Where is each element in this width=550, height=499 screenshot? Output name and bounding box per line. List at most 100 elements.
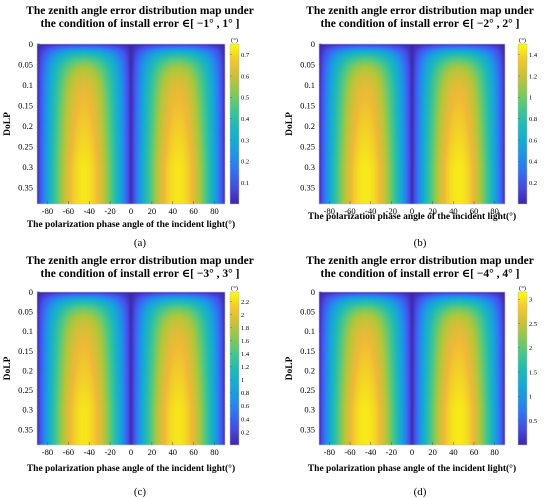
x-tick-label: -40	[365, 206, 376, 216]
heatmap-panel-d: The zenith angle error distribution map …	[285, 255, 537, 498]
x-tick-label: 20	[428, 206, 437, 216]
heatmap-plot-area	[37, 44, 225, 204]
x-tick-label: -20	[386, 206, 397, 216]
y-tick-label: 0.35	[300, 424, 315, 434]
y-tick-label: 0.3	[22, 162, 33, 172]
x-tick-label: 0	[410, 447, 414, 457]
colorbar	[517, 43, 528, 205]
x-tick-label: 60	[189, 206, 198, 216]
y-axis-label: DoLP	[3, 356, 13, 380]
chart-title-line-2: the condition of install error ∈[ −1° , …	[41, 18, 240, 30]
y-tick-label: 0	[29, 39, 33, 49]
x-tick-label: -40	[84, 206, 95, 216]
x-tick-label: 40	[169, 206, 178, 216]
x-tick-label: -60	[63, 447, 74, 457]
y-axis-label: DoLP	[285, 356, 295, 380]
y-tick-label: 0	[29, 287, 33, 297]
y-tick-label: 0.25	[300, 385, 315, 395]
colorbar-tick-label: 1	[529, 394, 532, 401]
heatmap-plot-area	[37, 292, 225, 445]
colorbar-tick-label: 1	[529, 95, 532, 102]
colorbar-tick-label: 1.2	[241, 364, 249, 371]
colorbar-unit: (°)	[519, 37, 526, 44]
colorbar	[517, 291, 528, 446]
y-tick-label: 0.05	[18, 60, 33, 70]
heatmap-panel-b: The zenith angle error distribution map …	[285, 5, 538, 249]
x-tick-label: 80	[490, 447, 499, 457]
colorbar-tick-label: 2	[241, 312, 244, 319]
x-tick-label: -40	[84, 447, 95, 457]
x-tick-label: 0	[129, 447, 133, 457]
x-tick-label: -20	[386, 447, 397, 457]
y-axis-label: DoLP	[3, 112, 13, 136]
y-tick-label: 0.15	[300, 346, 315, 356]
y-tick-label: 0.2	[304, 365, 315, 375]
chart-title-line-1: The zenith angle error distribution map …	[26, 255, 254, 267]
x-tick-label: 20	[428, 447, 437, 457]
colorbar-tick-label: 1.4	[529, 52, 538, 59]
colorbar-tick-label: 1.6	[241, 338, 250, 345]
y-tick-label: 0.3	[22, 405, 33, 415]
x-tick-label: -20	[104, 206, 115, 216]
colorbar-tick-label: 0.6	[529, 137, 538, 144]
x-tick-label: 40	[449, 206, 458, 216]
colorbar-tick-label: 1	[241, 377, 244, 384]
colorbar-tick-label: 0.8	[529, 116, 537, 123]
y-tick-label: 0.25	[300, 142, 315, 152]
panel-caption: (b)	[414, 237, 427, 249]
colorbar-tick-label: 0.4	[241, 416, 250, 423]
x-tick-label: 60	[470, 206, 479, 216]
x-tick-label: 60	[470, 447, 479, 457]
x-tick-label: -60	[344, 206, 355, 216]
panel-caption: (d)	[414, 486, 427, 498]
y-tick-label: 0.25	[18, 385, 33, 395]
heatmap-plot-area	[319, 292, 505, 445]
chart-title-line-1: The zenith angle error distribution map …	[306, 5, 534, 17]
x-tick-label: 40	[449, 447, 458, 457]
colorbar-tick-label: 1.4	[241, 351, 250, 358]
y-tick-label: 0.35	[18, 183, 33, 193]
y-tick-label: 0.1	[304, 326, 315, 336]
y-tick-label: 0.35	[18, 424, 33, 434]
y-tick-label: 0.2	[22, 365, 33, 375]
colorbar-tick-label: 2.5	[529, 321, 537, 328]
x-tick-label: 20	[148, 206, 157, 216]
colorbar-tick-label: 0.8	[241, 390, 249, 397]
y-tick-label: 0	[311, 287, 315, 297]
y-tick-label: 0	[311, 39, 315, 49]
y-tick-label: 0.25	[18, 142, 33, 152]
y-tick-label: 0.1	[22, 326, 33, 336]
panel-caption: (c)	[134, 486, 147, 498]
colorbar-tick-label: 3	[529, 297, 532, 304]
colorbar-tick-label: 0.5	[241, 95, 249, 102]
chart-title-line-1: The zenith angle error distribution map …	[306, 255, 534, 267]
x-tick-label: 0	[129, 206, 133, 216]
y-tick-label: 0.15	[18, 101, 33, 111]
y-tick-label: 0.1	[304, 80, 315, 90]
x-axis-label: The polarization phase angle of the inci…	[308, 463, 516, 474]
x-tick-label: -80	[324, 447, 335, 457]
x-tick-label: 20	[148, 447, 157, 457]
x-tick-label: 80	[210, 447, 219, 457]
chart-title-line-2: the condition of install error ∈[ −4° , …	[321, 268, 520, 280]
colorbar	[229, 43, 240, 205]
y-tick-label: 0.2	[304, 121, 315, 131]
x-axis-label: The polarization phase angle of the inci…	[27, 463, 235, 474]
colorbar	[229, 291, 240, 446]
colorbar-tick-label: 0.4	[241, 116, 250, 123]
y-tick-label: 0.1	[22, 80, 33, 90]
y-tick-label: 0.35	[300, 183, 315, 193]
panel-caption: (a)	[134, 237, 147, 249]
y-tick-label: 0.05	[18, 307, 33, 317]
colorbar-tick-label: 1.8	[241, 325, 249, 332]
x-tick-label: -80	[42, 206, 53, 216]
y-tick-label: 0.15	[300, 101, 315, 111]
heatmap-panel-a: The zenith angle error distribution map …	[3, 5, 254, 249]
x-tick-label: -20	[104, 447, 115, 457]
colorbar-tick-label: 0.2	[241, 429, 249, 436]
x-axis-label: The polarization phase angle of the inci…	[308, 211, 516, 222]
chart-title-line-1: The zenith angle error distribution map …	[26, 5, 254, 17]
x-tick-label: 40	[169, 447, 178, 457]
y-tick-label: 0.05	[300, 307, 315, 317]
